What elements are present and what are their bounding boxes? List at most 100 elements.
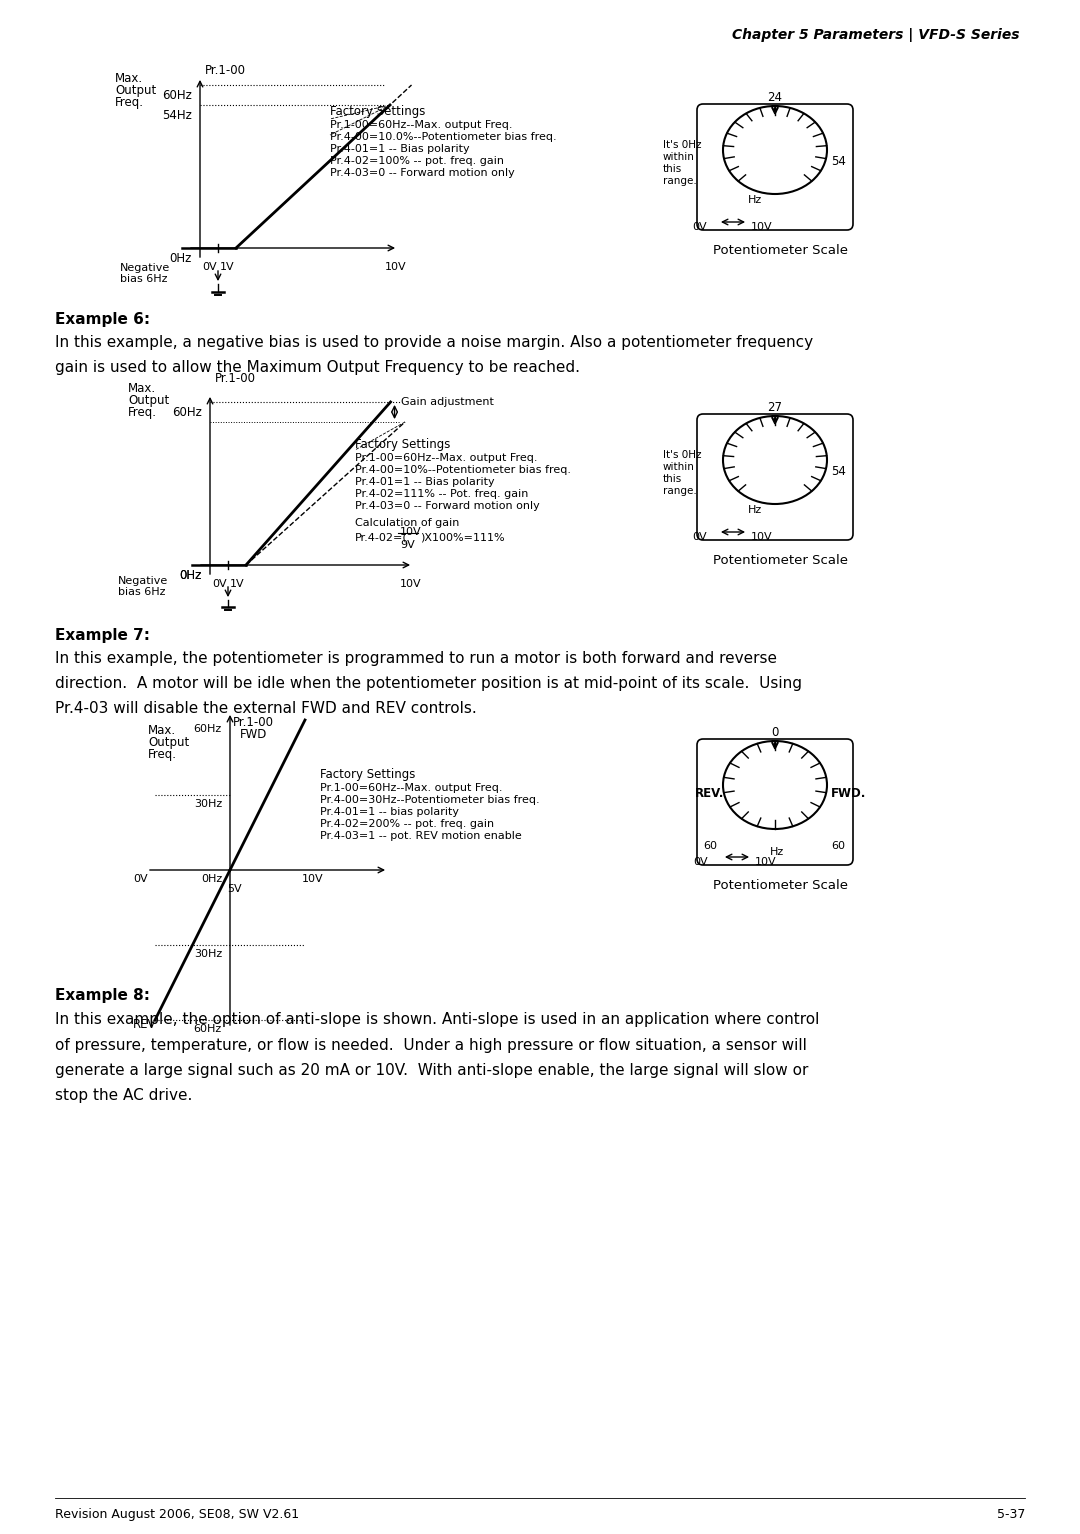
Text: Pr.4-03=0 -- Forward motion only: Pr.4-03=0 -- Forward motion only bbox=[330, 169, 515, 178]
Text: Calculation of gain: Calculation of gain bbox=[355, 518, 459, 528]
Text: this: this bbox=[663, 164, 683, 173]
Text: stop the AC drive.: stop the AC drive. bbox=[55, 1088, 192, 1103]
Text: Example 7:: Example 7: bbox=[55, 627, 150, 643]
FancyBboxPatch shape bbox=[697, 104, 853, 230]
Text: 0V: 0V bbox=[693, 858, 707, 867]
Text: 5V: 5V bbox=[227, 884, 242, 894]
Text: Freq.: Freq. bbox=[114, 97, 144, 109]
Text: Freq.: Freq. bbox=[129, 407, 157, 419]
Text: Pr.1-00: Pr.1-00 bbox=[205, 64, 246, 77]
Text: Max.: Max. bbox=[148, 724, 176, 736]
Text: 54: 54 bbox=[831, 465, 846, 479]
Text: bias 6Hz: bias 6Hz bbox=[120, 275, 167, 284]
Text: Max.: Max. bbox=[129, 382, 157, 394]
Text: this: this bbox=[663, 474, 683, 485]
Text: 30Hz: 30Hz bbox=[193, 950, 222, 959]
Text: range.: range. bbox=[663, 486, 697, 495]
Text: Output: Output bbox=[148, 736, 189, 749]
Text: 60Hz: 60Hz bbox=[162, 89, 192, 101]
Text: Pr.4-03=1 -- pot. REV motion enable: Pr.4-03=1 -- pot. REV motion enable bbox=[320, 831, 522, 841]
Text: Potentiometer Scale: Potentiometer Scale bbox=[713, 554, 848, 568]
Text: Pr.4-02=(: Pr.4-02=( bbox=[355, 532, 408, 543]
Text: direction.  A motor will be idle when the potentiometer position is at mid-point: direction. A motor will be idle when the… bbox=[55, 676, 802, 690]
Text: Potentiometer Scale: Potentiometer Scale bbox=[713, 244, 848, 258]
Text: 10V: 10V bbox=[755, 858, 777, 867]
Text: Negative: Negative bbox=[120, 262, 171, 273]
Text: Factory Settings: Factory Settings bbox=[355, 439, 450, 451]
Text: Pr.4-01=1 -- Bias polarity: Pr.4-01=1 -- Bias polarity bbox=[330, 144, 470, 153]
Text: REV: REV bbox=[133, 1019, 157, 1031]
Text: 0: 0 bbox=[771, 726, 779, 739]
Text: 1V: 1V bbox=[230, 578, 245, 589]
Text: Hz: Hz bbox=[770, 847, 784, 858]
Text: Pr.4-00=30Hz--Potentiometer bias freq.: Pr.4-00=30Hz--Potentiometer bias freq. bbox=[320, 795, 540, 805]
Text: It's 0Hz: It's 0Hz bbox=[663, 140, 702, 150]
Text: It's 0Hz: It's 0Hz bbox=[663, 449, 702, 460]
Text: Output: Output bbox=[129, 394, 170, 407]
Text: In this example, a negative bias is used to provide a noise margin. Also a poten: In this example, a negative bias is used… bbox=[55, 334, 813, 350]
Text: 0V: 0V bbox=[202, 262, 217, 272]
Text: 10V: 10V bbox=[400, 528, 421, 537]
Text: 60Hz: 60Hz bbox=[193, 1025, 222, 1034]
Text: )X100%=111%: )X100%=111% bbox=[420, 532, 504, 543]
Text: 60Hz: 60Hz bbox=[172, 407, 202, 419]
Text: 1V: 1V bbox=[220, 262, 234, 272]
Text: Factory Settings: Factory Settings bbox=[330, 104, 426, 118]
Text: Example 8:: Example 8: bbox=[55, 988, 150, 1003]
Text: 54Hz: 54Hz bbox=[162, 109, 192, 123]
Text: Pr.4-00=10.0%--Potentiometer bias freq.: Pr.4-00=10.0%--Potentiometer bias freq. bbox=[330, 132, 556, 143]
Text: 0Hz: 0Hz bbox=[170, 252, 192, 265]
Text: 0Hz: 0Hz bbox=[201, 874, 222, 884]
Text: 5-37: 5-37 bbox=[997, 1508, 1025, 1522]
Text: Revision August 2006, SE08, SW V2.61: Revision August 2006, SE08, SW V2.61 bbox=[55, 1508, 299, 1522]
Text: Pr.4-03=0 -- Forward motion only: Pr.4-03=0 -- Forward motion only bbox=[355, 502, 540, 511]
Text: 10V: 10V bbox=[302, 874, 324, 884]
Text: FWD: FWD bbox=[240, 729, 268, 741]
Text: 60: 60 bbox=[703, 841, 717, 851]
Text: Gain adjustment: Gain adjustment bbox=[401, 397, 494, 407]
Text: 10V: 10V bbox=[400, 578, 421, 589]
Text: Pr.4-01=1 -- Bias polarity: Pr.4-01=1 -- Bias polarity bbox=[355, 477, 495, 486]
Text: 0V: 0V bbox=[212, 578, 227, 589]
Text: Pr.1-00=60Hz--Max. output Freq.: Pr.1-00=60Hz--Max. output Freq. bbox=[330, 120, 513, 130]
Text: Pr.1-00=60Hz--Max. output Freq.: Pr.1-00=60Hz--Max. output Freq. bbox=[355, 453, 538, 463]
Text: REV.: REV. bbox=[696, 787, 725, 801]
Text: 10V: 10V bbox=[384, 262, 407, 272]
Text: Pr.4-02=100% -- pot. freq. gain: Pr.4-02=100% -- pot. freq. gain bbox=[330, 156, 504, 166]
Text: 0V: 0V bbox=[692, 222, 706, 232]
Text: 0Hz: 0Hz bbox=[179, 569, 202, 581]
Text: 30Hz: 30Hz bbox=[193, 799, 222, 808]
Text: 0V: 0V bbox=[692, 532, 706, 542]
Text: range.: range. bbox=[663, 176, 697, 186]
Text: bias 6Hz: bias 6Hz bbox=[118, 588, 165, 597]
Text: Example 6:: Example 6: bbox=[55, 311, 150, 327]
Text: Pr.1-00: Pr.1-00 bbox=[233, 716, 274, 729]
Text: gain is used to allow the Maximum Output Frequency to be reached.: gain is used to allow the Maximum Output… bbox=[55, 360, 580, 374]
Text: 27: 27 bbox=[768, 400, 783, 414]
Text: of pressure, temperature, or flow is needed.  Under a high pressure or flow situ: of pressure, temperature, or flow is nee… bbox=[55, 1039, 807, 1052]
Text: Negative: Negative bbox=[118, 575, 168, 586]
Text: 60Hz: 60Hz bbox=[193, 724, 222, 733]
FancyBboxPatch shape bbox=[697, 739, 853, 865]
Text: Output: Output bbox=[114, 84, 157, 97]
Text: 60: 60 bbox=[831, 841, 845, 851]
Text: In this example, the potentiometer is programmed to run a motor is both forward : In this example, the potentiometer is pr… bbox=[55, 650, 777, 666]
Text: Pr.4-02=111% -- Pot. freq. gain: Pr.4-02=111% -- Pot. freq. gain bbox=[355, 489, 528, 499]
Text: generate a large signal such as 20 mA or 10V.  With anti-slope enable, the large: generate a large signal such as 20 mA or… bbox=[55, 1063, 808, 1078]
Text: In this example, the option of anti-slope is shown. Anti-slope is used in an app: In this example, the option of anti-slop… bbox=[55, 1012, 820, 1026]
Text: Factory Settings: Factory Settings bbox=[320, 769, 416, 781]
Text: within: within bbox=[663, 152, 694, 163]
Text: Potentiometer Scale: Potentiometer Scale bbox=[713, 879, 848, 891]
Text: Pr.4-00=10%--Potentiometer bias freq.: Pr.4-00=10%--Potentiometer bias freq. bbox=[355, 465, 571, 476]
Text: Max.: Max. bbox=[114, 72, 144, 84]
Text: Hz: Hz bbox=[748, 195, 762, 206]
Text: 24: 24 bbox=[768, 91, 783, 104]
Text: 54: 54 bbox=[831, 155, 846, 169]
Text: 0Hz: 0Hz bbox=[179, 569, 202, 581]
FancyBboxPatch shape bbox=[697, 414, 853, 540]
Text: Hz: Hz bbox=[748, 505, 762, 515]
Text: Chapter 5 Parameters | VFD-S Series: Chapter 5 Parameters | VFD-S Series bbox=[732, 28, 1020, 41]
Text: 0V: 0V bbox=[133, 874, 148, 884]
Text: 9V: 9V bbox=[400, 540, 415, 551]
Text: Freq.: Freq. bbox=[148, 749, 177, 761]
